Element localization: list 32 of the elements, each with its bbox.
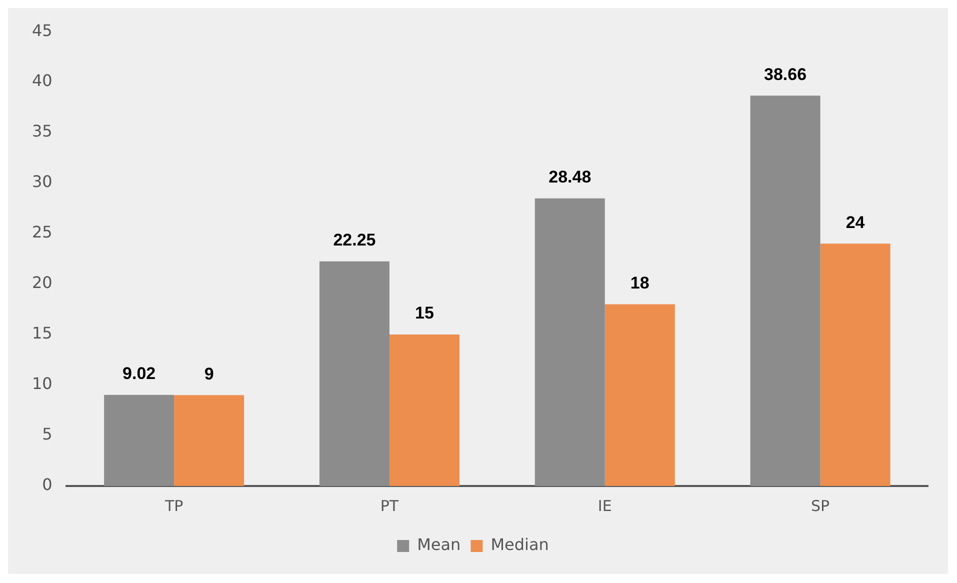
bar [820, 244, 890, 486]
y-tick-label: 30 [32, 172, 52, 192]
y-tick-label: 45 [32, 20, 52, 40]
x-tick-label: TP [164, 496, 184, 515]
data-label: 24 [846, 212, 866, 232]
bar [534, 198, 605, 486]
data-label: 22.25 [333, 230, 376, 250]
bar [750, 96, 820, 486]
x-tick-label: IE [598, 496, 612, 515]
y-tick-label: 25 [32, 222, 52, 242]
legend-label: Mean [417, 535, 461, 554]
bar [319, 261, 390, 486]
legend-label: Median [490, 535, 549, 554]
y-tick-label: 0 [42, 475, 52, 494]
x-tick-label: SP [811, 496, 830, 515]
y-tick-label: 5 [42, 424, 52, 444]
data-label: 15 [415, 304, 434, 323]
y-tick-label: 20 [32, 273, 52, 292]
bar [104, 394, 174, 486]
bar [604, 304, 675, 486]
y-tick-label: 40 [32, 71, 52, 90]
data-label: 38.66 [764, 64, 807, 84]
bar [174, 395, 244, 486]
y-tick-label: 10 [32, 374, 52, 394]
x-tick-label: PT [380, 496, 400, 515]
y-tick-label: 35 [32, 122, 52, 141]
data-label: 18 [630, 273, 650, 292]
y-tick-label: 15 [32, 324, 52, 343]
data-label: 28.48 [548, 168, 592, 187]
data-label: 9 [204, 364, 214, 384]
data-label: 9.02 [122, 364, 156, 384]
bar [389, 334, 460, 486]
